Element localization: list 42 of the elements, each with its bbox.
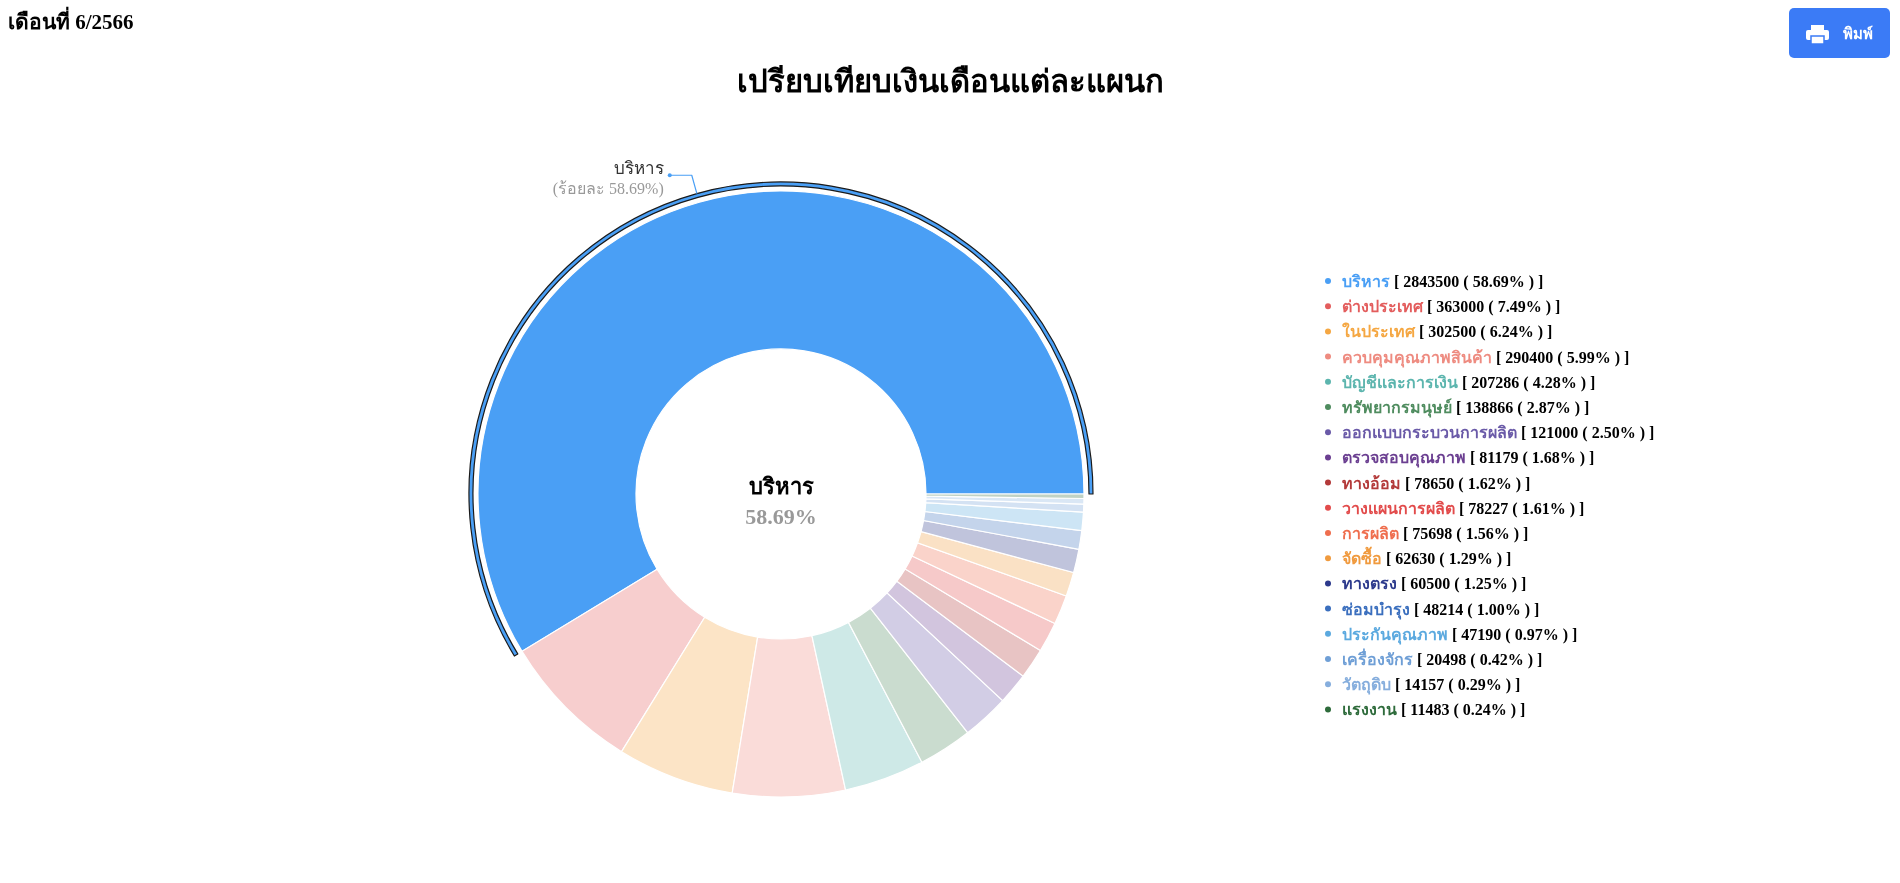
data-label: [ 121000 ( 2.50% ) ] (1517, 424, 1655, 443)
slice-label: บริหาร (613, 159, 664, 179)
data-label: [ 290400 ( 5.99% ) ] (1492, 348, 1630, 367)
legend-label: ทางตรง (1342, 575, 1397, 593)
data-label: [ 78650 ( 1.62% ) ] (1401, 474, 1531, 493)
legend-label: ทรัพยากรมนุษย์ (1342, 398, 1452, 418)
data-label: [ 78227 ( 1.61% ) ] (1455, 499, 1585, 518)
legend-label: ประกันคุณภาพ (1342, 625, 1448, 645)
data-label: [ 20498 ( 0.42% ) ] (1413, 651, 1543, 669)
data-label: [ 81179 ( 1.68% ) ] (1466, 449, 1595, 468)
button-print: พิมพ์ (1789, 8, 1890, 58)
legend-label: จัดซื้อ (1342, 546, 1382, 568)
title: เปรียบเทียบเงินเดือนแต่ละแผนก (736, 64, 1164, 99)
data-label: [ 207286 ( 4.28% ) ] (1458, 373, 1596, 392)
legend-label: ทางอ้อม (1342, 474, 1401, 492)
legend-label: วัตถุดิบ (1342, 676, 1391, 696)
data-label: [ 48214 ( 1.00% ) ] (1410, 600, 1540, 619)
legend-label: ในประเทศ (1342, 322, 1416, 341)
legend-label: เครื่องจักร (1342, 648, 1413, 668)
data-label: [ 62630 ( 1.29% ) ] (1382, 550, 1512, 569)
data-label: [ 363000 ( 7.49% ) ] (1423, 298, 1561, 317)
data-label: [ 75698 ( 1.56% ) ] (1399, 525, 1529, 543)
legend-label: ออกแบบกระบวนการผลิต (1342, 424, 1517, 442)
slice-label: บริหาร (748, 474, 814, 499)
callout: บริหาร (ร้อยละ 58.69%) (552, 159, 698, 198)
data-label: [ 47190 ( 0.97% ) ] (1448, 625, 1578, 644)
legend-label: การผลิต (1342, 525, 1399, 542)
data-label: [ 302500 ( 6.24% ) ] (1415, 323, 1553, 342)
data-label: [ 11483 ( 0.24% ) ] (1397, 701, 1526, 720)
legend-label: ตรวจสอบคุณภาพ (1342, 449, 1466, 469)
text: 58.69% (745, 504, 817, 529)
data-label: [ 14157 ( 0.29% ) ] (1391, 676, 1521, 695)
legend-label: ซ่อมบำรุง (1342, 600, 1410, 620)
data-label: [ 2843500 ( 58.69% ) ] (1390, 273, 1544, 291)
legend-label: ควบคุมคุณภาพสินค้า (1342, 348, 1492, 368)
legend-label: ต่างประเทศ (1342, 298, 1424, 316)
legend-label: แรงงาน (1342, 701, 1397, 719)
legend-label: วางแผนการผลิต (1342, 499, 1455, 517)
data-label: [ 60500 ( 1.25% ) ] (1397, 575, 1527, 594)
legend-label: บัญชีและการเงิน (1342, 372, 1458, 393)
legend-label: บริหาร (1342, 273, 1390, 290)
data-label: [ 138866 ( 2.87% ) ] (1452, 399, 1590, 417)
